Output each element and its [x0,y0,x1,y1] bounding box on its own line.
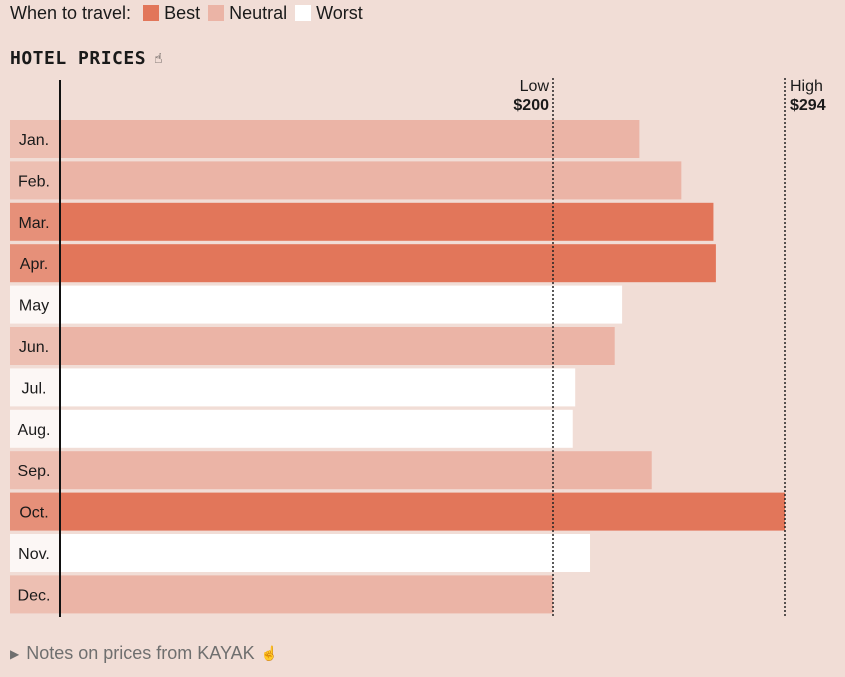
category-label-sep: Sep. [18,463,51,480]
chart-title: HOTEL PRICES [10,48,147,69]
bar-label-cell-apr [10,244,60,283]
bar-mar [60,202,714,241]
bar-label-cell-sep [10,451,60,490]
bar-oct [60,492,785,531]
category-label-dec: Dec. [18,587,51,604]
bar-label-cell-jun [10,327,60,365]
reference-value-high: $294 [790,97,826,114]
bar-dec [60,575,553,614]
legend-label-neutral: Neutral [229,2,288,23]
category-label-nov: Nov. [18,546,50,563]
legend-item-neutral: Neutral [208,3,287,24]
category-label-jul: Jul. [22,380,47,397]
category-label-may: May [19,298,49,315]
notes-toggle[interactable]: ▶ Notes on prices from KAYAK ☝ [10,643,278,664]
legend-label-worst: Worst [316,2,363,23]
bar-jul [60,368,576,407]
bar-label-cell-dec [10,575,60,614]
bar-feb [60,161,682,200]
notes-label: Notes on prices from KAYAK [26,643,255,663]
bar-apr [60,244,716,283]
legend-title: When to travel: [10,2,132,23]
legend-item-best: Best [143,3,200,24]
category-label-mar: Mar. [18,215,49,232]
category-label-apr: Apr. [20,256,48,273]
bar-jun [60,327,615,365]
category-label-oct: Oct. [19,505,48,522]
reference-value-low: $200 [513,97,549,114]
legend: When to travel: Best Neutral Worst [10,2,371,24]
bar-label-cell-jul [10,368,60,407]
bar-may [60,285,623,324]
bar-label-cell-may [10,285,60,324]
bar-label-cell-mar [10,202,60,241]
bar-jan [60,120,640,158]
pointer-hand-icon: ☝ [260,645,279,661]
bar-label-cell-jan [10,120,60,158]
chart-title-row: HOTEL PRICES ☝ [10,48,163,69]
pointer-hand-icon: ☝ [154,50,163,67]
legend-item-worst: Worst [295,3,363,24]
category-label-jan: Jan. [19,132,49,149]
legend-swatch-worst [295,5,312,21]
bar-label-cell-feb [10,161,60,200]
bar-label-cell-nov [10,534,60,572]
category-label-feb: Feb. [18,173,50,190]
triangle-right-icon: ▶ [10,646,20,661]
legend-swatch-neutral [208,5,225,21]
bar-sep [60,451,652,490]
bar-aug [60,409,573,448]
category-label-aug: Aug. [18,422,51,439]
legend-swatch-best [143,5,160,21]
reference-label-low: Low [520,78,550,95]
bar-label-cell-oct [10,492,60,531]
legend-label-best: Best [164,2,201,23]
bar-label-cell-aug [10,409,60,448]
reference-label-high: High [790,78,823,95]
bar-nov [60,534,591,572]
category-label-jun: Jun. [19,339,49,356]
